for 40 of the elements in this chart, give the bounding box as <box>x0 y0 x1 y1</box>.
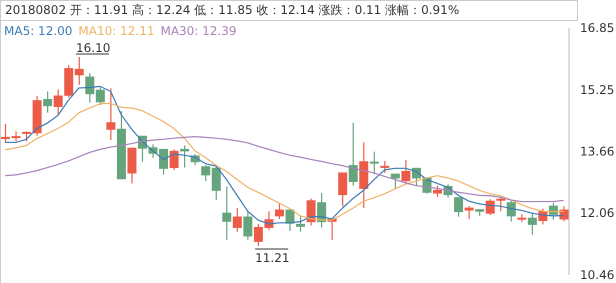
candlestick <box>222 186 232 240</box>
candlestick <box>433 185 442 198</box>
candlestick <box>243 211 252 240</box>
y-tick-label: 16.85 <box>580 21 614 35</box>
candlestick <box>338 172 348 207</box>
candlestick <box>348 122 358 186</box>
candlestick <box>475 209 484 216</box>
candlestick <box>74 56 84 86</box>
candlestick <box>106 88 116 141</box>
candlestick <box>43 90 52 114</box>
candlestick <box>317 192 326 228</box>
candlestick <box>232 208 242 232</box>
chart-title: 20180802 开：11.91 高：12.24 低：11.85 收：12.14 涨跌：0.11 涨幅：0.91% <box>0 0 578 21</box>
text: MA10: 12.11 <box>78 24 154 38</box>
y-tick-label: 10.46 <box>580 268 614 282</box>
candlestick <box>506 200 516 222</box>
candlestick <box>390 174 400 190</box>
y-tick-label: 12.06 <box>580 206 614 220</box>
y-tick-label: 13.66 <box>580 144 614 158</box>
candlestick <box>464 206 474 220</box>
text: MA30: 12.39 <box>160 24 237 38</box>
candlestick <box>380 160 390 174</box>
text: MA5: 12.00 <box>4 24 72 38</box>
candlestick <box>486 198 495 216</box>
candlestick <box>170 148 179 170</box>
candlestick <box>559 206 568 222</box>
candlestick <box>528 212 537 236</box>
candlestick <box>401 159 410 184</box>
candlestick <box>180 144 190 168</box>
annotation: 16.10 <box>76 40 110 55</box>
candlestick <box>22 130 32 142</box>
candlestick <box>454 197 464 218</box>
y-tick-label: 15.25 <box>580 82 614 97</box>
candlestick <box>274 202 284 220</box>
candlestick <box>296 215 306 232</box>
candlestick <box>548 202 558 220</box>
candlestick <box>496 196 506 212</box>
line-series <box>4 136 564 202</box>
annotation: 11.21 <box>255 251 290 266</box>
candlestick <box>370 151 379 176</box>
